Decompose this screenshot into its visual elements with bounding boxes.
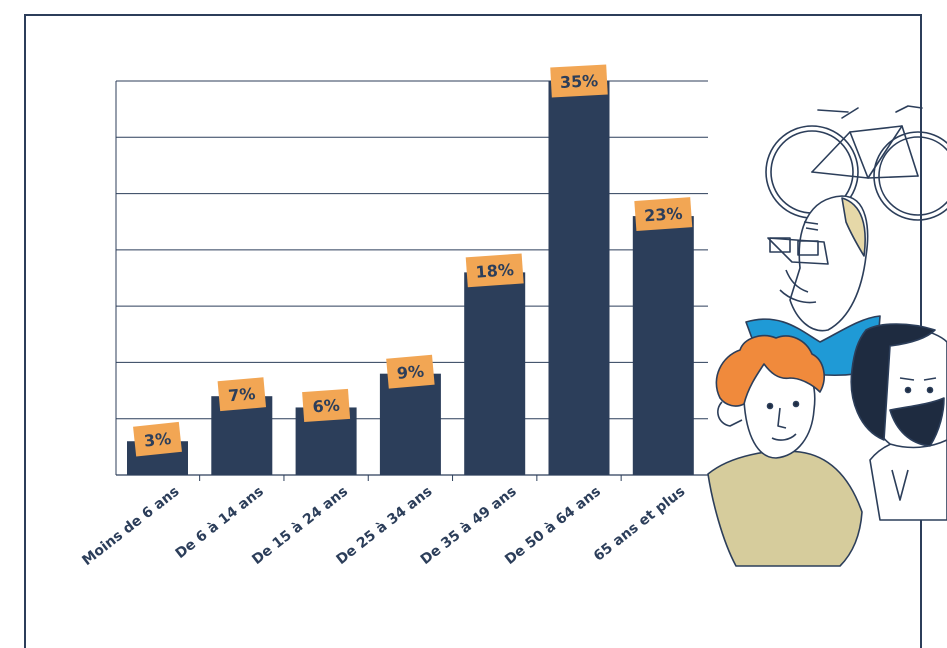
chart-data-labels: 3% 7% 6% 9% 18% 35% 23%: [133, 64, 693, 457]
data-label-text: 3%: [143, 429, 172, 451]
data-label-box: [217, 377, 267, 412]
chart-bars: [127, 81, 694, 476]
category-label: 65 ans et plus: [591, 484, 688, 565]
data-label-box: [634, 197, 693, 232]
data-label-text: 18%: [475, 260, 515, 282]
bar: [464, 272, 526, 475]
data-label-text: 9%: [396, 362, 425, 383]
data-label-box: [302, 388, 351, 423]
bearded-man-icon: [850, 323, 947, 521]
bar: [548, 81, 610, 475]
data-label: 9%: [386, 354, 435, 389]
data-label-box: [386, 354, 435, 389]
data-label: 35%: [550, 64, 608, 98]
young-man-icon: [707, 334, 863, 567]
frame-top-border: [24, 14, 922, 16]
data-label-box: [465, 253, 524, 288]
frame-left-border: [24, 14, 26, 648]
data-label-text: 35%: [559, 71, 598, 92]
data-label-text: 23%: [644, 204, 684, 226]
data-label: 23%: [634, 197, 693, 232]
bar: [379, 373, 441, 475]
chart-x-axis: [116, 474, 708, 481]
category-label: Moins de 6 ans: [79, 484, 182, 569]
data-label: 18%: [465, 253, 524, 288]
data-label-text: 6%: [312, 396, 340, 417]
data-label-text: 7%: [227, 384, 256, 405]
people-illustration: [707, 105, 947, 567]
data-label: 7%: [217, 377, 267, 412]
data-label: 3%: [133, 421, 182, 457]
bar: [632, 216, 694, 476]
category-label: De 6 à 14 ans: [173, 484, 267, 563]
data-label: 6%: [302, 388, 351, 423]
data-label-box: [550, 64, 608, 98]
data-label-box: [133, 421, 182, 457]
